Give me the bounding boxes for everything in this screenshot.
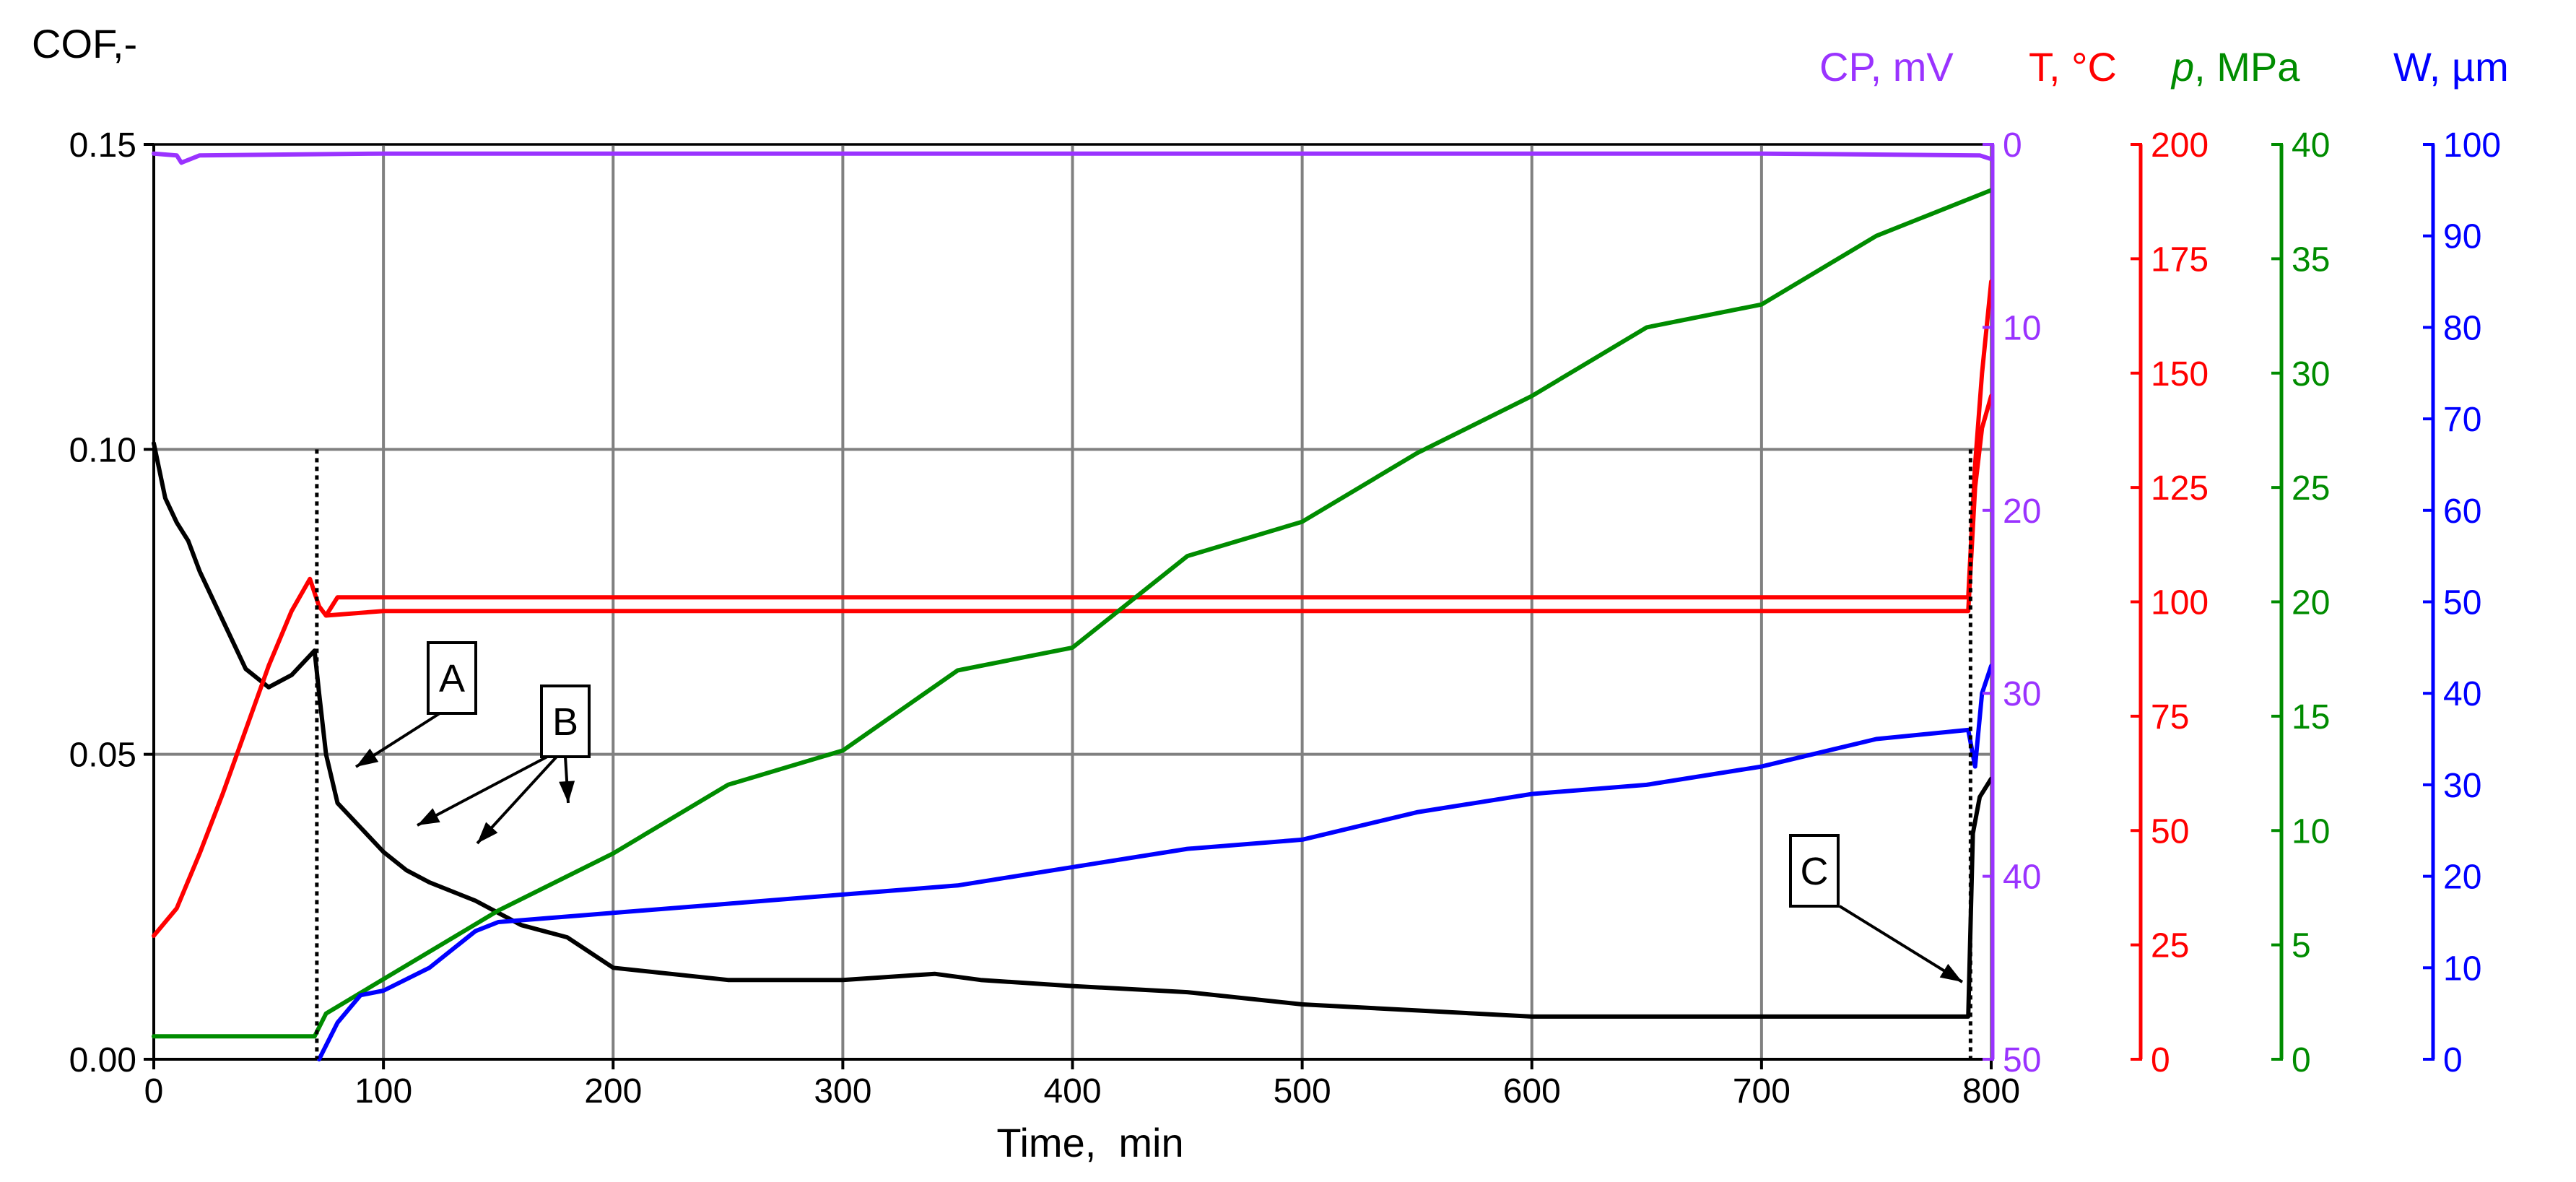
p-tick-label: 20 xyxy=(2292,584,2330,622)
cof-tick-label: 0.10 xyxy=(69,431,136,469)
p-tick-label: 25 xyxy=(2292,469,2330,508)
cp-tick-label: 40 xyxy=(2003,859,2041,897)
p-tick-label: 35 xyxy=(2292,240,2330,279)
w-tick-label: 40 xyxy=(2443,675,2481,713)
cp-tick-label: 50 xyxy=(2003,1041,2041,1079)
x-axis-title: Time, min xyxy=(996,1120,1183,1165)
cp-tick-label: 20 xyxy=(2003,492,2041,531)
t-tick-label: 150 xyxy=(2151,355,2209,394)
t-tick-label: 125 xyxy=(2151,469,2209,508)
t-tick-label: 50 xyxy=(2151,812,2189,851)
annotation-label: C xyxy=(1801,850,1829,893)
x-tick-label: 100 xyxy=(354,1072,412,1111)
cp-tick-label: 10 xyxy=(2003,309,2041,347)
x-tick-label: 800 xyxy=(1962,1072,2020,1111)
cof-series-line xyxy=(152,440,1993,1019)
w-axis-title: W, µm xyxy=(2393,44,2509,90)
annotation-arrowhead xyxy=(1939,963,1962,982)
t-series-line xyxy=(323,394,1993,618)
p-series-line xyxy=(152,188,1993,1039)
cp-tick-label: 0 xyxy=(2003,126,2022,165)
marker-layer xyxy=(315,449,1972,1059)
annotation-box xyxy=(540,685,591,758)
annotation-arrow-line xyxy=(1838,905,1964,983)
p-tick-label: 0 xyxy=(2292,1041,2311,1079)
p-tick-label: 5 xyxy=(2292,927,2311,965)
w-tick-label: 70 xyxy=(2443,401,2481,439)
annotation-label: B xyxy=(552,700,578,744)
p-axis-title: p, MPa xyxy=(2170,44,2300,90)
annotation-arrowhead xyxy=(356,748,379,767)
annotation-arrowhead xyxy=(417,808,440,825)
cof-tick-label: 0.00 xyxy=(69,1041,136,1079)
p-axis-title-symbol: p xyxy=(2170,44,2194,90)
cp-series-line xyxy=(152,151,1993,165)
p-tick-label: 15 xyxy=(2292,698,2330,736)
cof-axis-title: COF,- xyxy=(32,21,137,66)
x-tick-label: 300 xyxy=(814,1072,871,1111)
t-series-line xyxy=(152,279,1993,938)
annotation-arrowhead xyxy=(477,822,498,843)
t-axis-title: T, °C xyxy=(2029,44,2117,90)
x-tick-label: 700 xyxy=(1733,1072,1790,1111)
cof-tick-label: 0.05 xyxy=(69,736,136,775)
t-tick-label: 200 xyxy=(2151,126,2209,165)
x-tick-label: 600 xyxy=(1503,1072,1561,1111)
cp-tick-label: 30 xyxy=(2003,675,2041,713)
t-tick-label: 25 xyxy=(2151,927,2189,965)
x-tick-label: 400 xyxy=(1043,1072,1101,1111)
annotation-box xyxy=(1789,834,1840,908)
p-tick-label: 30 xyxy=(2292,355,2330,394)
w-tick-label: 60 xyxy=(2443,492,2481,531)
series-layer xyxy=(152,151,1993,1061)
cof-tick-label: 0.15 xyxy=(69,126,136,165)
w-tick-label: 10 xyxy=(2443,949,2481,988)
p-tick-label: 40 xyxy=(2292,126,2330,165)
p-axis-title-unit: , MPa xyxy=(2194,44,2300,90)
w-tick-label: 100 xyxy=(2443,126,2501,165)
w-tick-label: 50 xyxy=(2443,584,2481,622)
t-tick-label: 75 xyxy=(2151,698,2189,736)
x-tick-label: 500 xyxy=(1274,1072,1331,1111)
annotation-arrow-line xyxy=(417,755,548,827)
x-tick-label: 0 xyxy=(144,1072,164,1111)
x-tick-label: 200 xyxy=(584,1072,642,1111)
t-tick-label: 0 xyxy=(2151,1041,2170,1079)
grid xyxy=(152,143,1993,1061)
annotation-box xyxy=(427,641,477,715)
w-tick-label: 30 xyxy=(2443,767,2481,805)
annotation-arrowhead xyxy=(559,781,575,803)
annotation-label: A xyxy=(439,657,465,700)
t-tick-label: 175 xyxy=(2151,240,2209,279)
p-tick-label: 10 xyxy=(2292,812,2330,851)
w-series-line xyxy=(317,664,1993,1061)
cp-axis-title: CP, mV xyxy=(1819,44,1954,90)
annotation-layer: A B C xyxy=(354,641,1964,983)
w-tick-label: 90 xyxy=(2443,218,2481,256)
w-tick-label: 20 xyxy=(2443,859,2481,897)
w-tick-label: 0 xyxy=(2443,1041,2463,1079)
axes-layer: 0 100 200 300 400 500 600 700 8000.000.050.100.1… xyxy=(69,126,2502,1111)
t-tick-label: 100 xyxy=(2151,584,2209,622)
w-tick-label: 80 xyxy=(2443,309,2481,347)
